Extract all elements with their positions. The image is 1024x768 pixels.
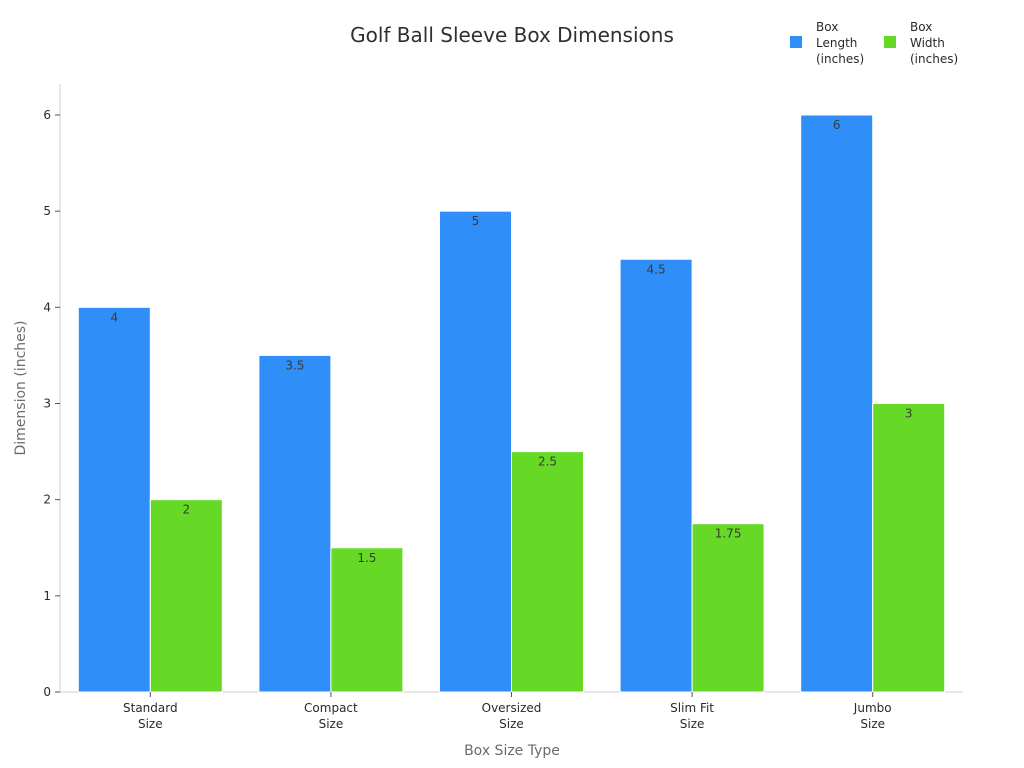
data-label: 6 (833, 118, 841, 132)
x-tick-label-line: Size (138, 717, 163, 731)
bar-length (800, 114, 874, 693)
y-axis-ticks: 0 1 2 3 4 5 6 (43, 108, 60, 699)
y-tick-label: 2 (43, 493, 51, 507)
legend-label-line: (inches) (816, 52, 864, 66)
x-tick-label: Slim Fit Size (670, 701, 714, 731)
y-tick-label: 1 (43, 589, 51, 603)
bar-width (511, 451, 584, 693)
x-tick-label-line: Standard (123, 701, 178, 715)
legend-label-line: Length (816, 36, 857, 50)
data-label: 5 (472, 214, 480, 228)
x-tick-label-line: Size (319, 717, 344, 731)
x-tick-label: Compact Size (304, 701, 358, 731)
x-tick-label-line: Oversized (482, 701, 542, 715)
y-tick-label: 3 (43, 397, 51, 411)
data-label: 2 (182, 503, 190, 517)
data-label: 3 (905, 407, 913, 421)
x-axis-title: Box Size Type (464, 743, 560, 759)
y-tick-label: 5 (43, 204, 51, 218)
legend-swatch (790, 36, 802, 48)
x-tick-label: Standard Size (123, 701, 178, 731)
x-tick-label-line: Size (680, 717, 705, 731)
x-tick-label-line: Compact (304, 701, 358, 715)
x-tick-label: Oversized Size (482, 701, 542, 731)
y-tick-label: 6 (43, 108, 51, 122)
bar-width (149, 499, 223, 693)
legend-label-line: Box (816, 20, 838, 34)
legend-label: Box Width (inches) (910, 20, 958, 66)
bar-length (439, 210, 512, 693)
x-tick-label-line: Jumbo (853, 701, 892, 715)
bar-length (77, 306, 151, 693)
legend-swatch (884, 36, 896, 48)
bar-length (258, 354, 332, 693)
bar-length (619, 258, 693, 693)
bar-width (330, 547, 404, 693)
legend-label-line: (inches) (910, 52, 958, 66)
data-label: 4.5 (647, 262, 666, 276)
x-tick-label: Jumbo Size (853, 701, 892, 731)
x-tick-label-line: Size (499, 717, 524, 731)
bar-series: 4 2 3.5 1.5 5 2.5 4.5 1.75 6 3 (77, 114, 946, 693)
legend-label: Box Length (inches) (816, 20, 864, 66)
data-label: 1.75 (715, 527, 742, 541)
bar-width (872, 403, 946, 693)
data-label: 3.5 (285, 358, 304, 372)
x-tick-label-line: Size (860, 717, 885, 731)
bar-width (691, 523, 765, 693)
y-tick-label: 0 (43, 685, 51, 699)
data-label: 1.5 (357, 551, 376, 565)
data-label: 4 (110, 310, 118, 324)
x-tick-label-line: Slim Fit (670, 701, 714, 715)
legend: Box Length (inches) Box Width (inches) (790, 20, 958, 66)
y-axis-title: Dimension (inches) (13, 320, 29, 455)
y-tick-label: 4 (43, 300, 51, 314)
legend-label-line: Box (910, 20, 932, 34)
data-label: 2.5 (538, 455, 557, 469)
legend-label-line: Width (910, 36, 945, 50)
chart-title: Golf Ball Sleeve Box Dimensions (350, 23, 674, 47)
